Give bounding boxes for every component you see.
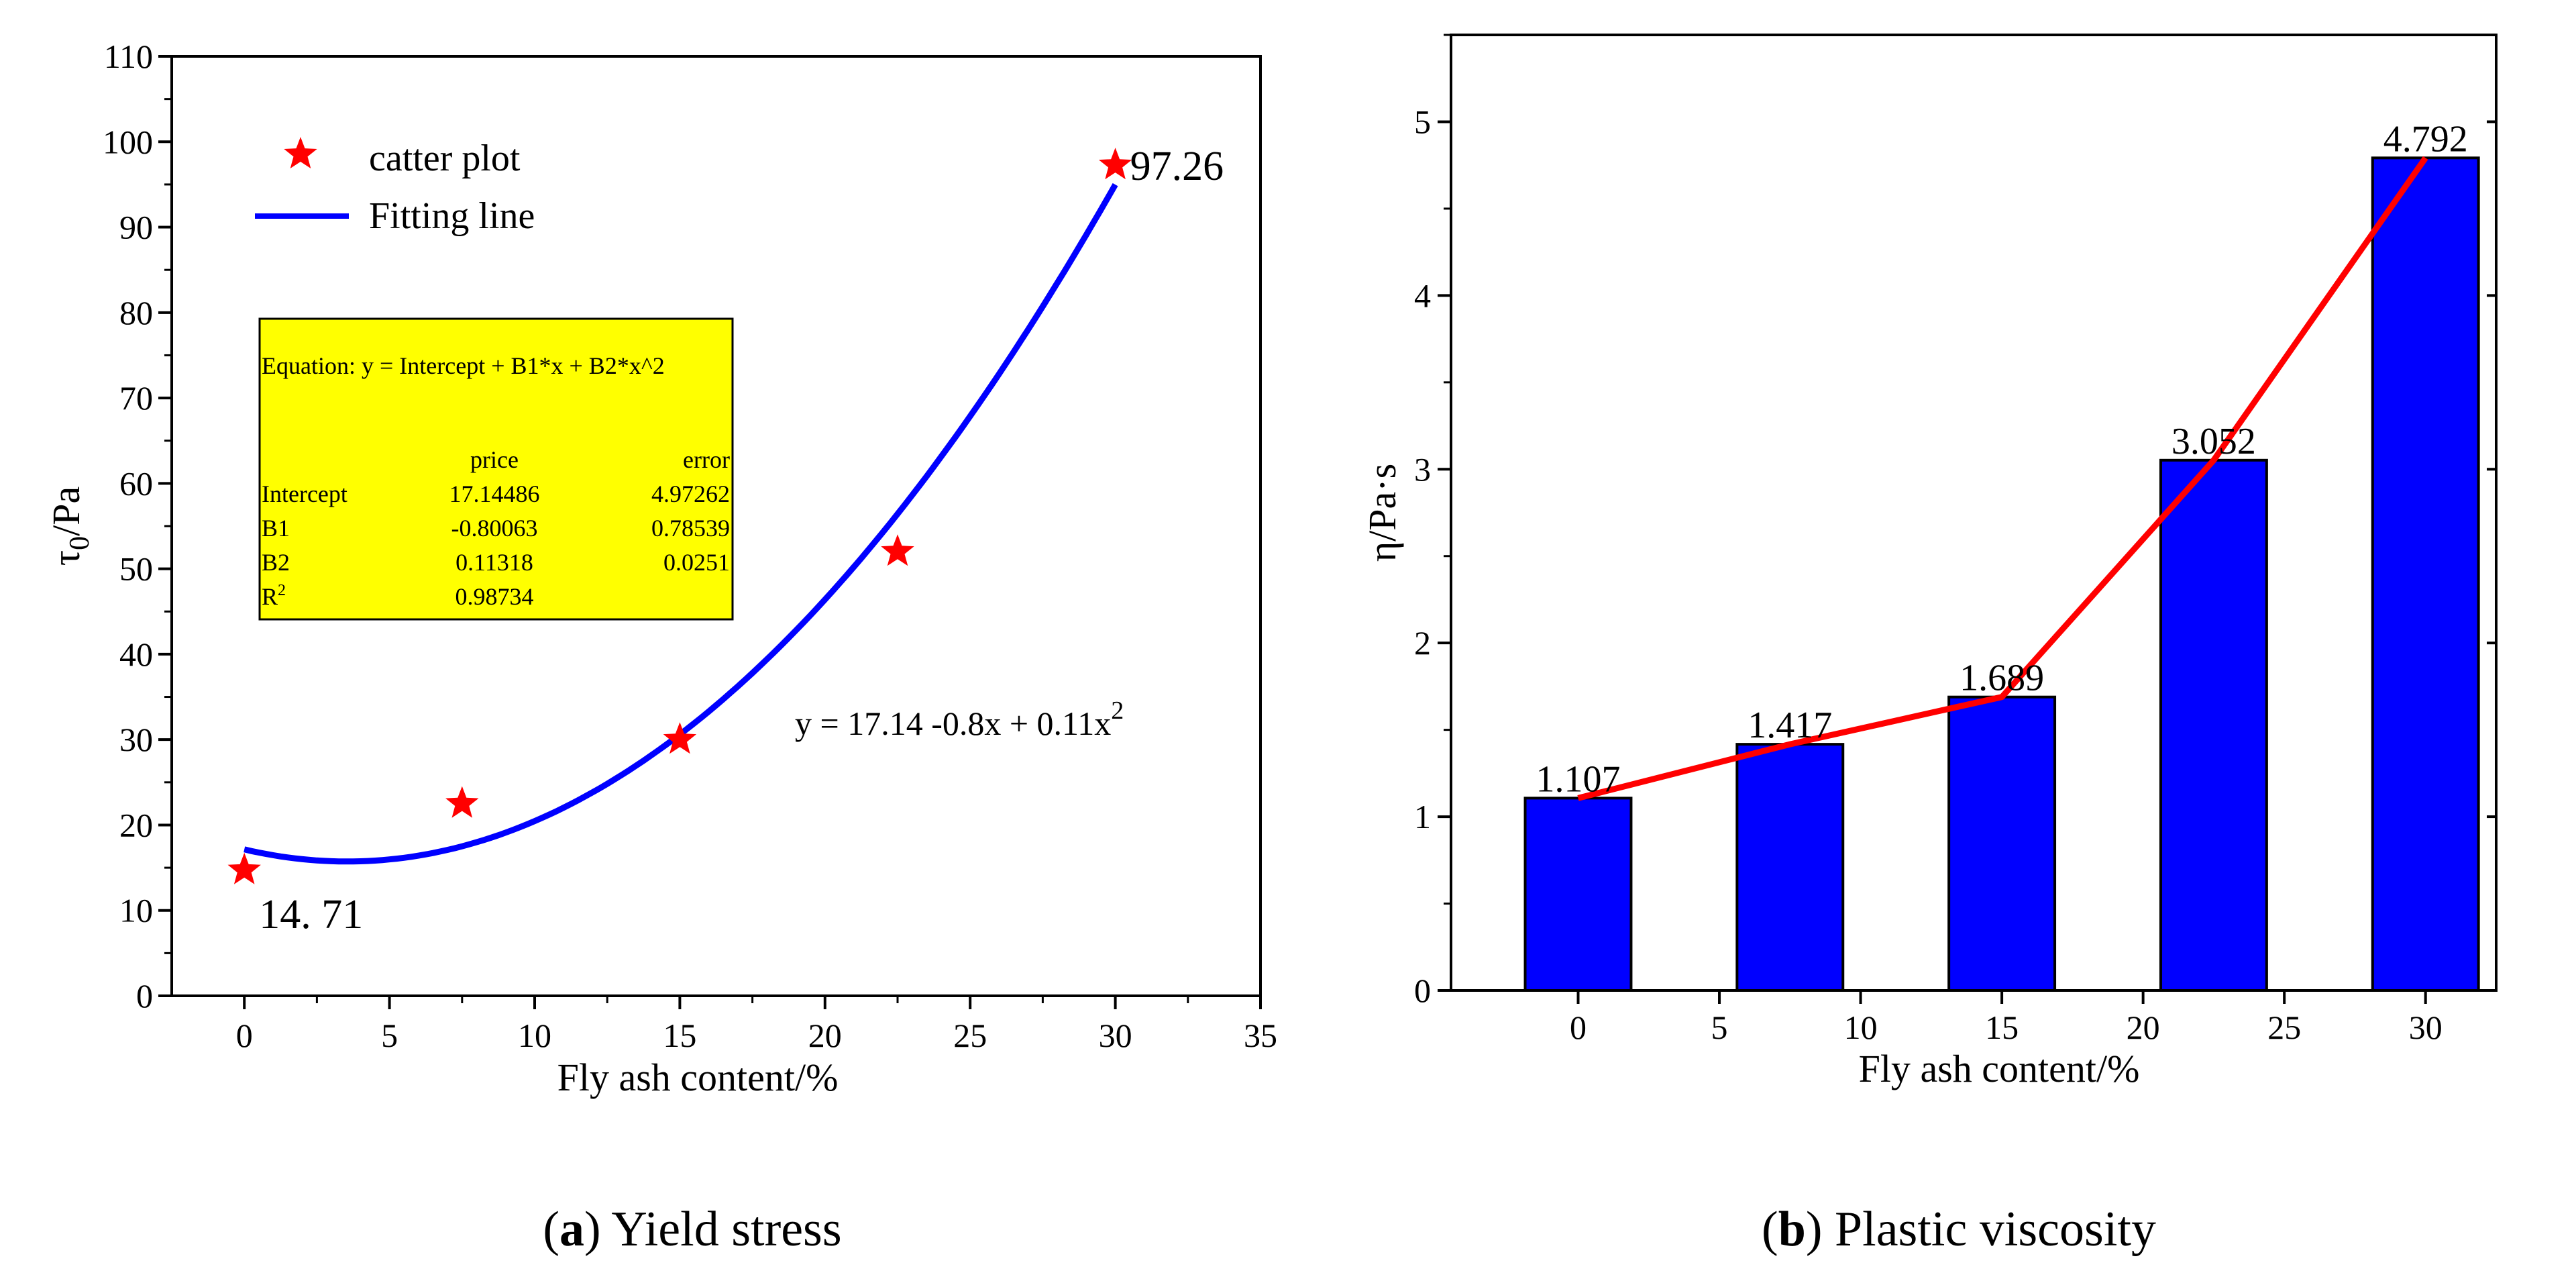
y-tick-label: 40 bbox=[119, 635, 153, 673]
bar-value-label: 1.689 bbox=[1960, 658, 2044, 699]
fit-table-row-label: Intercept bbox=[262, 480, 347, 507]
scatter-point bbox=[1098, 148, 1132, 180]
trend-line bbox=[1577, 156, 2428, 801]
chart-b-caption: (b) Plastic viscosity bbox=[1762, 1202, 2156, 1257]
fit-results-table: Equation: y = Intercept + B1*x + B2*x^2 … bbox=[258, 317, 734, 621]
equation-sup: 2 bbox=[1111, 697, 1124, 725]
chart-b-xlabel: Fly ash content/% bbox=[1859, 1047, 2140, 1090]
x-tick-label: 35 bbox=[1244, 1017, 1277, 1054]
y-tick-label: 30 bbox=[119, 721, 153, 758]
fit-table-r2-label: R2 bbox=[262, 582, 286, 610]
x-tick-label: 0 bbox=[236, 1017, 253, 1054]
equation-base: y = 17.14 -0.8x + 0.11x bbox=[795, 705, 1111, 742]
fit-table-row-price: 0.11318 bbox=[455, 549, 533, 576]
y-tick-label: 60 bbox=[119, 464, 153, 502]
bar bbox=[1947, 695, 2057, 992]
fit-table-row-price: 17.14486 bbox=[449, 480, 540, 507]
y-tick-label: 3 bbox=[1414, 450, 1431, 488]
y-tick-label: 100 bbox=[103, 123, 153, 160]
fit-table-row-error: 0.0251 bbox=[663, 549, 730, 576]
fit-table-box bbox=[258, 317, 734, 621]
fit-table-row-error: 0.78539 bbox=[651, 515, 730, 542]
chart-a-ylabel: τ0/Pa bbox=[44, 487, 95, 566]
fit-table-r2-value: 0.98734 bbox=[455, 583, 534, 610]
chart-b-ylabel: η/Pa·s bbox=[1360, 464, 1404, 562]
y-tick-label: 110 bbox=[104, 38, 153, 75]
fit-table-equation: Equation: y = Intercept + B1*x + B2*x^2 bbox=[262, 352, 665, 379]
fit-table-row-price: -0.80063 bbox=[451, 515, 538, 542]
y-tick-label: 70 bbox=[119, 379, 153, 417]
chart-b-value-labels: 1.107 1.417 1.689 3.052 4.792 bbox=[1536, 118, 2467, 800]
caption-text: Plastic viscosity bbox=[1835, 1202, 2156, 1257]
y-tick-label: 50 bbox=[119, 550, 153, 588]
x-tick-label: 15 bbox=[1985, 1009, 2019, 1046]
bar-value-label: 1.417 bbox=[1748, 705, 1832, 746]
legend-star-marker bbox=[284, 137, 317, 168]
y-tick-label: 80 bbox=[119, 294, 153, 331]
scatter-point bbox=[663, 722, 697, 754]
bar-value-label: 3.052 bbox=[2171, 421, 2256, 462]
point-label-min: 14. 71 bbox=[259, 892, 363, 937]
x-tick-label: 20 bbox=[2127, 1009, 2160, 1046]
chart-a-legend: catter plot Fitting line bbox=[255, 137, 535, 237]
bar bbox=[1523, 797, 1633, 992]
x-tick-label: 10 bbox=[1844, 1009, 1878, 1046]
y-tick-label: 2 bbox=[1414, 624, 1431, 662]
x-tick-label: 25 bbox=[953, 1017, 987, 1054]
r2-base: R bbox=[262, 583, 278, 610]
bar-value-label: 1.107 bbox=[1536, 758, 1620, 800]
y-tick-label: 20 bbox=[119, 806, 153, 843]
x-tick-label: 30 bbox=[1099, 1017, 1132, 1054]
x-tick-label: 30 bbox=[2409, 1009, 2443, 1046]
x-tick-label: 20 bbox=[808, 1017, 842, 1054]
chart-b-line bbox=[1577, 156, 2428, 801]
y-tick-label: 10 bbox=[119, 892, 153, 929]
fit-table-row-error: 4.97262 bbox=[651, 480, 730, 507]
bar bbox=[2371, 156, 2480, 992]
caption-text: Yield stress bbox=[611, 1202, 841, 1257]
chart-a-caption: (a) Yield stress bbox=[543, 1202, 841, 1257]
chart-a-points: 14. 71 97.26 bbox=[227, 144, 1224, 937]
y-tick-label: 0 bbox=[136, 977, 153, 1015]
fit-table-header-error: error bbox=[683, 446, 730, 473]
caption-letter: b bbox=[1778, 1202, 1806, 1257]
y-tick-label: 4 bbox=[1414, 276, 1431, 314]
scatter-point bbox=[445, 786, 479, 818]
chart-b-axes: 0 5 10 15 20 25 30 0 1 2 3 4 5 bbox=[1414, 34, 2496, 1046]
y-tick-label: 1 bbox=[1414, 798, 1431, 835]
r2-sup: 2 bbox=[278, 582, 286, 599]
chart-a-xlabel: Fly ash content/% bbox=[557, 1056, 839, 1099]
ylabel-unit: /Pa bbox=[44, 487, 88, 536]
bar-value-label: 4.792 bbox=[2383, 118, 2468, 160]
fit-table-row-label: B1 bbox=[262, 515, 290, 542]
x-tick-label: 0 bbox=[1570, 1009, 1587, 1046]
x-tick-label: 10 bbox=[518, 1017, 551, 1054]
chart-a-axes: 0 5 10 15 20 25 30 35 0 10 20 30 40 50 60 70 80 90 100 110 bbox=[103, 38, 1277, 1054]
scatter-point bbox=[881, 534, 914, 566]
ylabel-tau: τ bbox=[44, 550, 88, 566]
legend-fit-label: Fitting line bbox=[369, 195, 535, 237]
x-tick-label: 5 bbox=[1711, 1009, 1728, 1046]
x-tick-label: 5 bbox=[381, 1017, 398, 1054]
chart-yield-stress: 0 5 10 15 20 25 30 350102030405060708090100110 … bbox=[44, 38, 1277, 1257]
fit-table-row-label: B2 bbox=[262, 549, 290, 576]
ylabel-sub: 0 bbox=[64, 536, 95, 550]
bar bbox=[2159, 458, 2268, 992]
scatter-point bbox=[227, 852, 261, 884]
legend-scatter-label: catter plot bbox=[369, 138, 521, 179]
fit-table-header-price: price bbox=[470, 446, 519, 473]
bar bbox=[1735, 743, 1845, 992]
fit-equation-annotation: y = 17.14 -0.8x + 0.11x2 bbox=[795, 697, 1124, 742]
point-label-max: 97.26 bbox=[1130, 144, 1224, 189]
x-tick-label: 15 bbox=[663, 1017, 696, 1054]
caption-letter: a bbox=[559, 1202, 584, 1257]
y-tick-label: 0 bbox=[1414, 972, 1431, 1009]
y-tick-label: 90 bbox=[119, 209, 153, 246]
x-tick-label: 25 bbox=[2267, 1009, 2301, 1046]
y-tick-label: 5 bbox=[1414, 103, 1431, 140]
